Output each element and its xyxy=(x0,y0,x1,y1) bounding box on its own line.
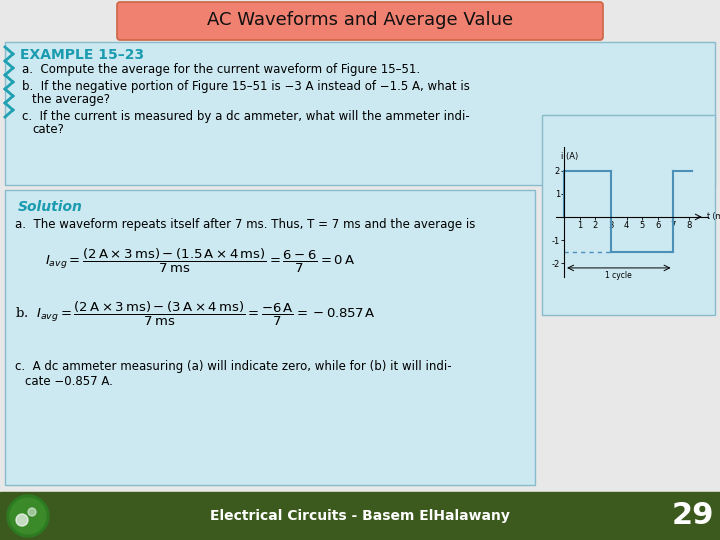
Text: c.  If the current is measured by a dc ammeter, what will the ammeter indi-: c. If the current is measured by a dc am… xyxy=(22,110,469,123)
FancyBboxPatch shape xyxy=(117,2,603,40)
Circle shape xyxy=(16,514,28,526)
Circle shape xyxy=(28,508,36,516)
Text: $I_{avg} = \dfrac{(2\,\mathrm{A} \times 3\,\mathrm{ms}) - (1.5\,\mathrm{A} \time: $I_{avg} = \dfrac{(2\,\mathrm{A} \times … xyxy=(45,247,355,275)
Text: AC Waveforms and Average Value: AC Waveforms and Average Value xyxy=(207,11,513,29)
Bar xyxy=(542,115,715,315)
Text: Solution: Solution xyxy=(18,200,83,214)
Text: c.  A dc ammeter measuring (a) will indicate zero, while for (b) it will indi-: c. A dc ammeter measuring (a) will indic… xyxy=(15,360,451,373)
Bar xyxy=(0,492,720,540)
Bar xyxy=(5,42,715,185)
Bar xyxy=(5,190,535,485)
Text: Electrical Circuits - Basem ElHalawany: Electrical Circuits - Basem ElHalawany xyxy=(210,509,510,523)
Text: a.  Compute the average for the current waveform of Figure 15–51.: a. Compute the average for the current w… xyxy=(22,63,420,76)
Circle shape xyxy=(7,495,49,537)
Text: cate?: cate? xyxy=(32,123,64,136)
Text: 1 cycle: 1 cycle xyxy=(606,272,632,280)
Text: i (A): i (A) xyxy=(561,152,578,161)
Text: cate −0.857 A.: cate −0.857 A. xyxy=(25,375,113,388)
Text: b.  If the negative portion of Figure 15–51 is −3 A instead of −1.5 A, what is: b. If the negative portion of Figure 15–… xyxy=(22,80,470,93)
Text: b.  $I_{avg} = \dfrac{(2\,\mathrm{A} \times 3\,\mathrm{ms}) - (3\,\mathrm{A} \ti: b. $I_{avg} = \dfrac{(2\,\mathrm{A} \tim… xyxy=(15,300,376,328)
Text: 29: 29 xyxy=(672,502,714,530)
Text: a.  The waveform repeats itself after 7 ms. Thus, T = 7 ms and the average is: a. The waveform repeats itself after 7 m… xyxy=(15,218,475,231)
Text: t (ms): t (ms) xyxy=(707,212,720,221)
Text: EXAMPLE 15–23: EXAMPLE 15–23 xyxy=(20,48,144,62)
Circle shape xyxy=(10,498,46,534)
Text: the average?: the average? xyxy=(32,93,110,106)
